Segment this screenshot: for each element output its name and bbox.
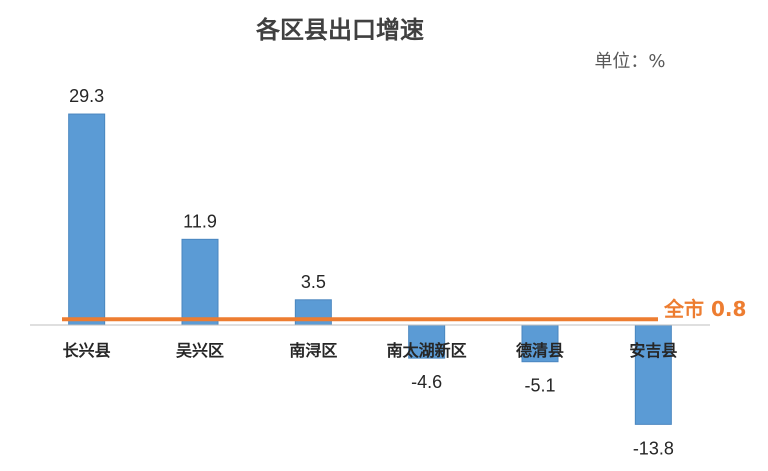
category-label-1: 吴兴区 xyxy=(176,341,224,360)
data-label-0: 29.3 xyxy=(69,86,104,106)
bar-0 xyxy=(68,113,106,326)
bar-1 xyxy=(181,238,219,326)
category-label-3: 南太湖新区 xyxy=(387,341,467,360)
chart-title: 各区县出口增速 xyxy=(255,16,424,44)
bar-5 xyxy=(634,324,672,425)
category-labels-group: 长兴县 吴兴区 南浔区 南太湖新区 德清县 安吉县 xyxy=(63,341,678,360)
category-label-0: 长兴县 xyxy=(63,341,111,360)
category-label-5: 安吉县 xyxy=(629,341,677,360)
data-label-2: 3.5 xyxy=(301,272,326,292)
category-label-2: 南浔区 xyxy=(289,341,337,360)
data-label-3: -4.6 xyxy=(411,372,442,392)
reference-line-label: 全市 0.8 xyxy=(663,297,746,321)
data-label-4: -5.1 xyxy=(524,376,555,396)
unit-label: 单位：% xyxy=(594,51,665,72)
data-label-5: -13.8 xyxy=(633,438,674,458)
category-label-4: 德清县 xyxy=(516,341,564,360)
bar-3 xyxy=(408,324,446,359)
data-label-1: 11.9 xyxy=(183,211,217,231)
data-labels-group: 29.3 11.9 3.5 -4.6 -5.1 -13.8 xyxy=(69,86,674,458)
bars-group xyxy=(68,113,672,425)
